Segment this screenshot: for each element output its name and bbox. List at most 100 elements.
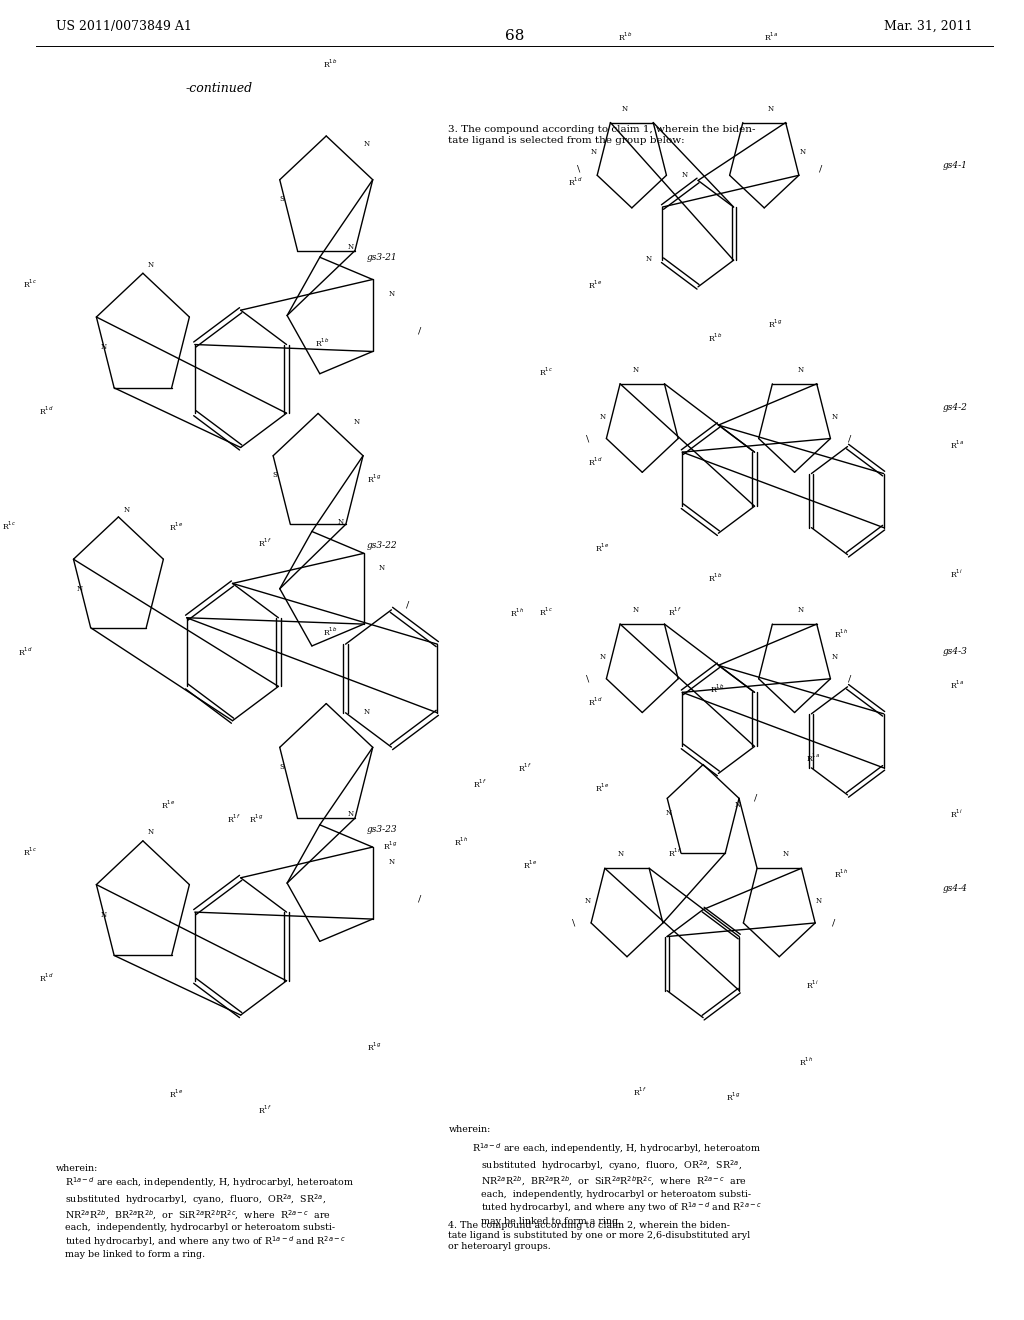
Text: R$^{1e}$: R$^{1e}$ [161, 799, 175, 812]
Text: R$^{1c}$: R$^{1c}$ [23, 277, 37, 290]
Text: R$^{1d}$: R$^{1d}$ [39, 404, 53, 417]
Text: -continued: -continued [185, 82, 253, 95]
Text: S: S [272, 471, 278, 479]
Text: R$^{1h}$: R$^{1h}$ [799, 1056, 813, 1068]
Text: R$^{1e}$: R$^{1e}$ [523, 859, 538, 871]
Text: N: N [591, 148, 597, 156]
Text: N: N [599, 653, 605, 661]
Text: N: N [734, 801, 740, 809]
Text: R$^{1b}$: R$^{1b}$ [324, 626, 338, 638]
Text: /: / [419, 895, 422, 903]
Text: R$^{1c}$: R$^{1c}$ [539, 366, 553, 378]
Text: N: N [666, 809, 672, 817]
Text: R$^{1a}$: R$^{1a}$ [806, 751, 820, 764]
Text: R$^{1a}$: R$^{1a}$ [950, 438, 965, 451]
Text: R$^{1e}$: R$^{1e}$ [588, 279, 602, 292]
Text: R$^{1b}$: R$^{1b}$ [618, 30, 633, 42]
Text: N: N [623, 106, 629, 114]
Text: R$^{1g}$: R$^{1g}$ [367, 1040, 381, 1053]
Text: 3. The compound according to claim 1, wherein the biden-
tate ligand is selected: 3. The compound according to claim 1, wh… [449, 125, 756, 145]
Text: N: N [798, 366, 804, 374]
Text: gs3-22: gs3-22 [367, 541, 397, 550]
Text: N: N [816, 898, 822, 906]
Text: R$^{1i}$: R$^{1i}$ [950, 808, 963, 820]
Text: N: N [364, 140, 370, 148]
Text: wherein:: wherein: [449, 1125, 490, 1134]
Text: R$^{1c}$: R$^{1c}$ [539, 606, 553, 618]
Text: \: \ [578, 165, 581, 174]
Text: R$^{1f}$: R$^{1f}$ [258, 1104, 272, 1117]
Text: R$^{1f}$: R$^{1f}$ [633, 1086, 647, 1098]
Text: R$^{1d}$: R$^{1d}$ [588, 696, 602, 709]
Text: R$^{1c}$: R$^{1c}$ [23, 845, 37, 858]
Text: /: / [848, 675, 851, 684]
Text: \: \ [587, 675, 590, 684]
Text: gs4-3: gs4-3 [943, 647, 968, 656]
Text: N: N [633, 606, 639, 614]
Text: R$^{1h}$: R$^{1h}$ [510, 607, 524, 619]
Text: N: N [354, 418, 360, 426]
Text: R$^{1g}$: R$^{1g}$ [249, 813, 263, 825]
Text: N: N [100, 343, 106, 351]
Text: \: \ [572, 919, 575, 928]
Text: N: N [599, 413, 605, 421]
Text: N: N [338, 519, 344, 527]
Text: R$^{1c}$: R$^{1c}$ [2, 519, 16, 532]
Text: R$^{1e}$: R$^{1e}$ [595, 781, 609, 795]
Text: \: \ [587, 434, 590, 444]
Text: /: / [848, 434, 851, 444]
Text: R$^{1e}$: R$^{1e}$ [595, 541, 609, 554]
Text: gs4-2: gs4-2 [943, 403, 968, 412]
Text: N: N [347, 243, 353, 251]
Text: R$^{1e}$: R$^{1e}$ [169, 520, 183, 533]
Text: R$^{1f}$: R$^{1f}$ [227, 813, 241, 825]
Text: R$^{1g}$: R$^{1g}$ [367, 473, 381, 486]
Text: Mar. 31, 2011: Mar. 31, 2011 [885, 20, 973, 33]
Text: R$^{1d}$: R$^{1d}$ [567, 176, 583, 189]
Text: N: N [388, 858, 394, 866]
Text: R$^{1b}$: R$^{1b}$ [708, 572, 722, 583]
Text: 68: 68 [505, 29, 524, 44]
Text: N: N [831, 653, 838, 661]
Text: R$^{1i}$: R$^{1i}$ [806, 979, 818, 991]
Text: N: N [831, 413, 838, 421]
Text: R$^{1a-d}$ are each, independently, H, hydrocarbyl, heteroatom
   substituted  h: R$^{1a-d}$ are each, independently, H, h… [472, 1142, 762, 1226]
Text: gs4-1: gs4-1 [943, 161, 968, 170]
Text: gs4-4: gs4-4 [943, 884, 968, 894]
Text: R$^{1b}$: R$^{1b}$ [315, 337, 330, 348]
Text: R$^{1h}$: R$^{1h}$ [834, 867, 848, 880]
Text: N: N [388, 290, 394, 298]
Text: R$^{1e}$: R$^{1e}$ [169, 1088, 183, 1101]
Text: N: N [782, 850, 788, 858]
Text: R$^{1d}$: R$^{1d}$ [18, 645, 33, 659]
Text: R$^{1b}$: R$^{1b}$ [710, 682, 724, 696]
Text: S: S [279, 195, 284, 203]
Text: N: N [768, 106, 774, 114]
Text: N: N [100, 911, 106, 919]
Text: R$^{1d}$: R$^{1d}$ [588, 455, 602, 469]
Text: N: N [645, 255, 651, 264]
Text: S: S [279, 763, 284, 771]
Text: /: / [407, 601, 410, 609]
Text: N: N [585, 898, 590, 906]
Text: R$^{1g}$: R$^{1g}$ [383, 840, 397, 851]
Text: R$^{1f}$: R$^{1f}$ [669, 846, 682, 858]
Text: gs3-21: gs3-21 [367, 253, 397, 263]
Text: N: N [379, 564, 385, 572]
Text: R$^{1f}$: R$^{1f}$ [258, 536, 272, 549]
Text: R$^{1g}$: R$^{1g}$ [726, 1090, 740, 1102]
Text: wherein:
   R$^{1a-d}$ are each, independently, H, hydrocarbyl, heteroatom
   su: wherein: R$^{1a-d}$ are each, independen… [56, 1164, 354, 1259]
Text: N: N [364, 708, 370, 715]
Text: N: N [682, 172, 688, 180]
Text: N: N [77, 585, 83, 593]
Text: R$^{1f}$: R$^{1f}$ [669, 606, 682, 618]
Text: N: N [800, 148, 806, 156]
Text: 4. The compound according to claim 2, wherein the biden-
tate ligand is substitu: 4. The compound according to claim 2, wh… [449, 1221, 751, 1251]
Text: R$^{1h}$: R$^{1h}$ [834, 627, 848, 640]
Text: R$^{1b}$: R$^{1b}$ [324, 58, 338, 70]
Text: R$^{1f}$: R$^{1f}$ [473, 777, 486, 791]
Text: R$^{1g}$: R$^{1g}$ [768, 318, 782, 330]
Text: R$^{1b}$: R$^{1b}$ [708, 331, 722, 343]
Text: /: / [831, 919, 836, 928]
Text: N: N [148, 261, 154, 269]
